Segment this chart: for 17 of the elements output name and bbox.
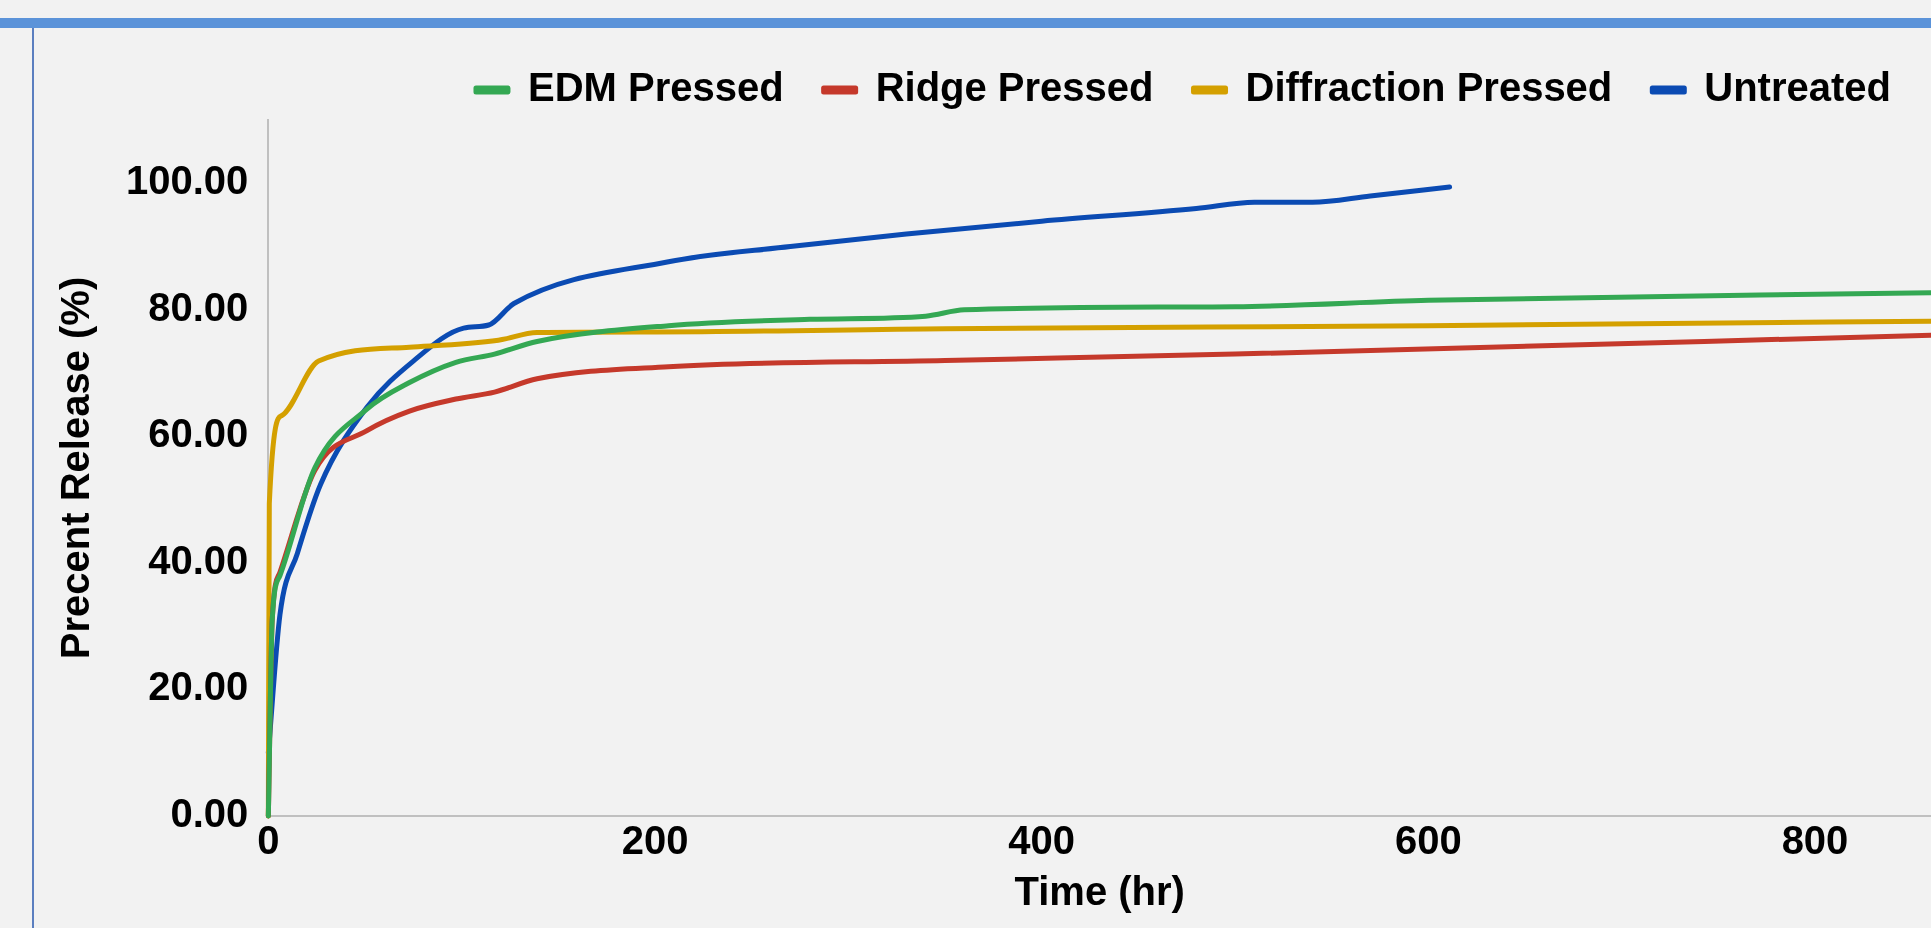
- y-axis-title: Precent Release (%): [53, 276, 98, 660]
- y-tick-label: 0.00: [170, 791, 249, 836]
- legend-label: Ridge Pressed: [875, 65, 1154, 110]
- x-tick-label: 200: [621, 818, 689, 863]
- x-tick-label: 400: [1008, 818, 1076, 863]
- x-tick-label: 600: [1394, 818, 1462, 863]
- legend-label: EDM Pressed: [527, 65, 784, 110]
- x-tick-label: 0: [257, 818, 280, 863]
- y-tick-label: 60.00: [148, 411, 249, 456]
- x-tick-label: 800: [1781, 818, 1849, 863]
- x-axis-title: Time (hr): [1014, 869, 1185, 914]
- legend-label: Untreated: [1704, 65, 1891, 110]
- y-tick-label: 80.00: [148, 284, 249, 329]
- legend-label: Diffraction Pressed: [1245, 65, 1613, 110]
- y-tick-label: 40.00: [148, 537, 249, 582]
- y-tick-label: 20.00: [148, 664, 249, 709]
- y-tick-label: 100.00: [126, 158, 249, 203]
